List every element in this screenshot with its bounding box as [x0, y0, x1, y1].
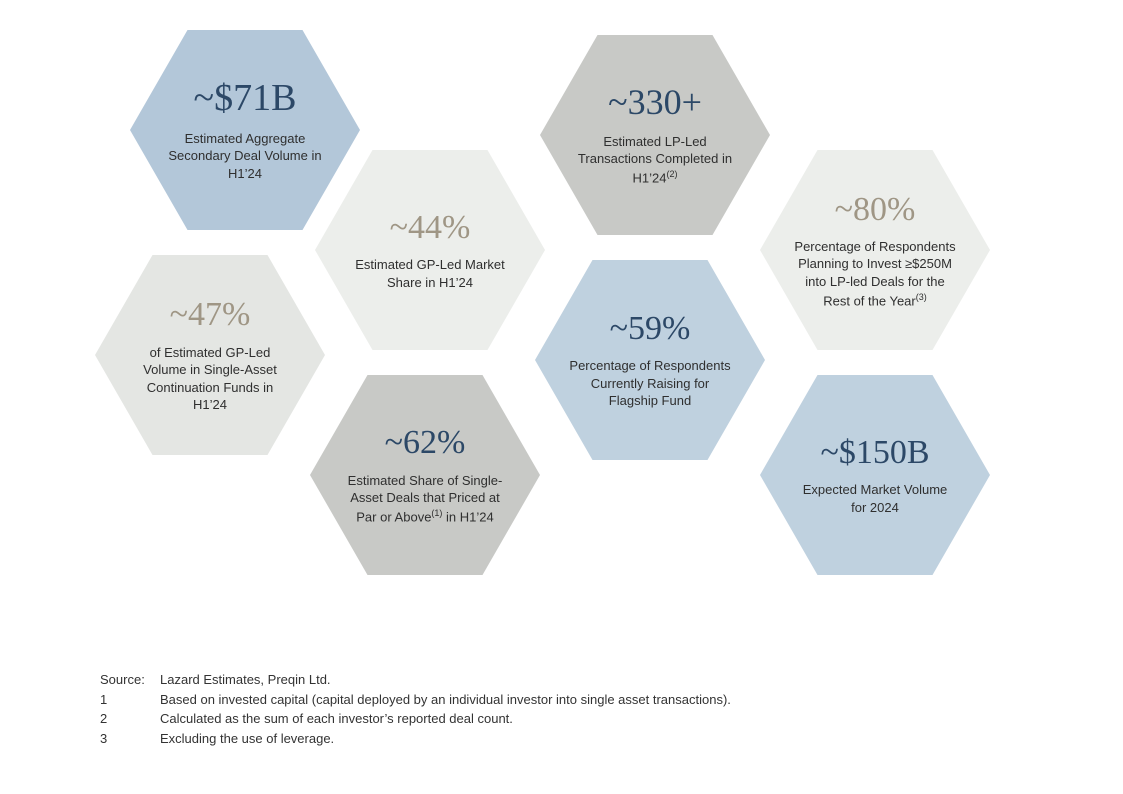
- footnote-row: 2Calculated as the sum of each investor’…: [100, 709, 731, 729]
- hex-market-volume-stat: ~$150B: [820, 434, 929, 471]
- hex-lp-led-invest-desc: Percentage of Respondents Planning to In…: [794, 238, 956, 310]
- footnotes: Source:Lazard Estimates, Preqin Ltd.1Bas…: [100, 670, 731, 748]
- hex-flagship-fund-stat: ~59%: [610, 310, 691, 347]
- footnote-key: 2: [100, 709, 160, 729]
- hex-deal-volume: ~$71B Estimated Aggregate Secondary Deal …: [130, 30, 360, 230]
- hex-gp-single-asset-desc: of Estimated GP-Led Volume in Single-Ass…: [129, 344, 291, 414]
- infographic-stage: ~$71B Estimated Aggregate Secondary Deal …: [0, 0, 1123, 794]
- footnote-row: Source:Lazard Estimates, Preqin Ltd.: [100, 670, 731, 690]
- footnote-key: 1: [100, 690, 160, 710]
- footnote-key: Source:: [100, 670, 160, 690]
- hex-lp-led-transactions-desc: Estimated LP-Led Transactions Completed …: [574, 133, 736, 187]
- hex-deal-volume-stat: ~$71B: [194, 78, 297, 120]
- footnote-text: Excluding the use of leverage.: [160, 729, 334, 749]
- footnote-row: 3Excluding the use of leverage.: [100, 729, 731, 749]
- hex-lp-led-invest: ~80% Percentage of Respondents Planning t…: [760, 150, 990, 350]
- footnote-key: 3: [100, 729, 160, 749]
- hex-single-asset-par: ~62% Estimated Share of Single-Asset Deal…: [310, 375, 540, 575]
- hex-gp-market-share-desc: Estimated GP-Led Market Share in H1’24: [349, 256, 511, 291]
- footnote-text: Based on invested capital (capital deplo…: [160, 690, 731, 710]
- hex-market-volume: ~$150B Expected Market Volume for 2024: [760, 375, 990, 575]
- hex-gp-single-asset: ~47% of Estimated GP-Led Volume in Single…: [95, 255, 325, 455]
- hex-single-asset-par-desc: Estimated Share of Single-Asset Deals th…: [344, 472, 506, 526]
- hex-lp-led-transactions-stat: ~330+: [608, 83, 702, 123]
- footnote-text: Calculated as the sum of each investor’s…: [160, 709, 513, 729]
- hex-single-asset-par-stat: ~62%: [385, 424, 466, 461]
- hex-flagship-fund: ~59% Percentage of Respondents Currently …: [535, 260, 765, 460]
- hex-market-volume-desc: Expected Market Volume for 2024: [794, 481, 956, 516]
- footnote-row: 1Based on invested capital (capital depl…: [100, 690, 731, 710]
- hex-deal-volume-desc: Estimated Aggregate Secondary Deal Volum…: [164, 130, 326, 183]
- hex-lp-led-invest-stat: ~80%: [835, 191, 916, 228]
- hex-gp-single-asset-stat: ~47%: [170, 296, 251, 333]
- hex-lp-led-transactions: ~330+ Estimated LP-Led Transactions Compl…: [540, 35, 770, 235]
- footnote-text: Lazard Estimates, Preqin Ltd.: [160, 670, 331, 690]
- hex-flagship-fund-desc: Percentage of Respondents Currently Rais…: [569, 357, 731, 410]
- hex-gp-market-share: ~44% Estimated GP-Led Market Share in H1’…: [315, 150, 545, 350]
- hex-gp-market-share-stat: ~44%: [390, 209, 471, 246]
